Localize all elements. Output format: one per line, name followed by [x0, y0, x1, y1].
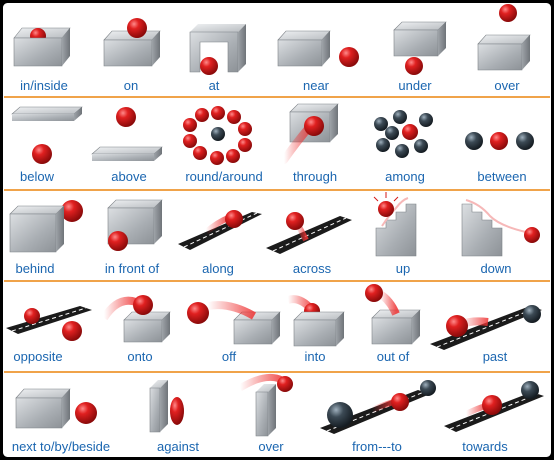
ball-next-to-box-icon [15, 388, 97, 429]
label-above: above [111, 169, 146, 184]
ball-behind-box-icon [9, 200, 83, 253]
label-down: down [480, 261, 511, 276]
label-behind: behind [15, 261, 54, 276]
label-over-wall: over [258, 439, 284, 454]
ball-up-stairs-icon [373, 192, 417, 257]
label-across: across [293, 261, 332, 276]
ball-under-box-icon [393, 21, 447, 75]
ball-past-ball-icon [430, 305, 542, 350]
label-against: against [157, 439, 199, 454]
ball-near-box-icon [277, 30, 359, 67]
label-between: between [477, 169, 526, 184]
label-through: through [293, 169, 337, 184]
balls-around-ball-icon [183, 106, 252, 165]
ball-on-box-icon [103, 18, 161, 67]
label-off: off [222, 349, 237, 364]
label-near: near [303, 78, 330, 93]
ball-between-balls-icon [465, 132, 534, 150]
label-from-to: from---to [352, 439, 402, 454]
ball-in-front-of-box-icon [107, 199, 163, 251]
label-up: up [396, 261, 410, 276]
label-past: past [483, 349, 508, 364]
ball-against-wall-icon [149, 380, 184, 433]
label-in-inside: in/inside [20, 78, 68, 93]
ball-at-arch-icon [189, 24, 246, 75]
label-along: along [202, 261, 234, 276]
ball-out-of-box-icon [365, 284, 421, 345]
ball-in-box-icon [13, 27, 71, 67]
ball-towards-ball-icon [444, 381, 544, 432]
label-onto: onto [127, 349, 152, 364]
label-round-around: round/around [185, 169, 262, 184]
label-in-front-of: in front of [105, 261, 160, 276]
ball-along-road-icon [178, 210, 262, 250]
label-opposite: opposite [13, 349, 62, 364]
ball-onto-box-icon [100, 295, 171, 343]
balls-opposite-road-icon [6, 306, 92, 341]
ball-through-box-icon [280, 103, 339, 164]
ball-down-stairs-icon [461, 199, 540, 257]
label-among: among [385, 169, 425, 184]
ball-into-box-icon [286, 295, 345, 347]
label-over: over [494, 78, 520, 93]
label-under: under [398, 78, 432, 93]
ball-off-box-icon [187, 301, 281, 345]
ball-above-slab-icon [91, 107, 163, 161]
label-below: below [20, 169, 55, 184]
label-towards: towards [462, 439, 508, 454]
ball-over-wall-icon [238, 373, 293, 437]
ball-over-box-icon [477, 4, 531, 71]
label-on: on [124, 78, 138, 93]
ball-across-road-icon [266, 212, 352, 254]
label-out-of: out of [377, 349, 410, 364]
label-next-to-by-beside: next to/by/beside [12, 439, 110, 454]
label-into: into [305, 349, 326, 364]
label-at: at [209, 78, 220, 93]
ball-below-slab-icon [11, 106, 83, 164]
ball-among-balls-icon [374, 110, 433, 158]
ball-from-to-icon [320, 380, 436, 434]
